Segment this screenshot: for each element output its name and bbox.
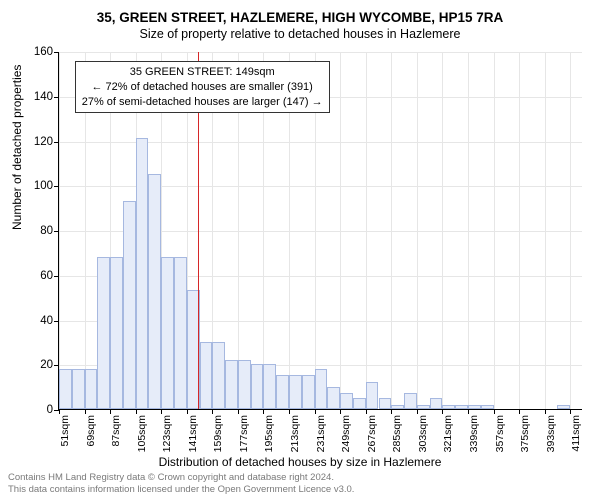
histogram-bar xyxy=(161,257,174,409)
histogram-bar xyxy=(85,369,98,409)
x-tick-label: 195sqm xyxy=(263,415,275,452)
y-tick-label: 0 xyxy=(29,404,59,416)
y-tick-label: 160 xyxy=(29,46,59,58)
histogram-bar xyxy=(557,405,570,409)
y-axis-label: Number of detached properties xyxy=(10,65,24,230)
x-tick-label: 87sqm xyxy=(110,415,122,447)
y-tick-label: 140 xyxy=(29,91,59,103)
copyright-notice: Contains HM Land Registry data © Crown c… xyxy=(8,472,354,496)
chart-subtitle: Size of property relative to detached ho… xyxy=(0,27,600,41)
annotation-box: 35 GREEN STREET: 149sqm← 72% of detached… xyxy=(75,61,330,114)
histogram-bar xyxy=(404,393,417,409)
y-tick-label: 40 xyxy=(29,315,59,327)
histogram-bar xyxy=(136,138,149,409)
x-tick-label: 285sqm xyxy=(391,415,403,452)
histogram-bar xyxy=(289,375,302,409)
x-tick-label: 123sqm xyxy=(161,415,173,452)
histogram-bar xyxy=(97,257,110,409)
x-tick-label: 393sqm xyxy=(545,415,557,452)
histogram-bar xyxy=(238,360,251,409)
x-tick-label: 249sqm xyxy=(340,415,352,452)
histogram-bar xyxy=(366,382,379,409)
x-axis-label: Distribution of detached houses by size … xyxy=(0,455,600,469)
plot-area: 02040608010012014016051sqm69sqm87sqm105s… xyxy=(58,52,582,410)
histogram-bar xyxy=(340,393,353,409)
annotation-line3: 27% of semi-detached houses are larger (… xyxy=(82,95,323,110)
histogram-bar xyxy=(315,369,328,409)
histogram-bar xyxy=(251,364,264,409)
histogram-bar xyxy=(391,405,404,409)
chart-area: 02040608010012014016051sqm69sqm87sqm105s… xyxy=(58,52,582,410)
histogram-bar xyxy=(442,405,455,409)
histogram-bar xyxy=(148,174,161,409)
histogram-bar xyxy=(430,398,443,409)
histogram-bar xyxy=(212,342,225,409)
histogram-bar xyxy=(123,201,136,409)
histogram-bar xyxy=(276,375,289,409)
y-tick-label: 80 xyxy=(29,225,59,237)
histogram-bar xyxy=(59,369,72,409)
y-tick-label: 120 xyxy=(29,136,59,148)
histogram-bar xyxy=(225,360,238,409)
x-tick-label: 213sqm xyxy=(289,415,301,452)
histogram-bar xyxy=(481,405,494,409)
x-tick-label: 411sqm xyxy=(570,415,582,452)
x-tick-label: 357sqm xyxy=(494,415,506,452)
histogram-bar xyxy=(72,369,85,409)
x-tick-label: 105sqm xyxy=(136,415,148,452)
copyright-line2: This data contains information licensed … xyxy=(8,484,354,495)
histogram-bar xyxy=(417,405,430,409)
annotation-line2: ← 72% of detached houses are smaller (39… xyxy=(82,80,323,95)
histogram-bar xyxy=(302,375,315,409)
histogram-bar xyxy=(353,398,366,409)
x-tick-label: 159sqm xyxy=(212,415,224,452)
x-tick-label: 177sqm xyxy=(238,415,250,452)
histogram-bar xyxy=(174,257,187,409)
y-tick-label: 60 xyxy=(29,270,59,282)
histogram-bar xyxy=(110,257,123,409)
x-tick-label: 375sqm xyxy=(519,415,531,452)
x-tick-label: 231sqm xyxy=(315,415,327,452)
x-tick-label: 51sqm xyxy=(59,415,71,447)
x-tick-label: 339sqm xyxy=(468,415,480,452)
histogram-bar xyxy=(327,387,340,409)
x-tick-label: 141sqm xyxy=(187,415,199,452)
x-tick-label: 303sqm xyxy=(417,415,429,452)
histogram-bar xyxy=(468,405,481,409)
y-tick-label: 20 xyxy=(29,359,59,371)
copyright-line1: Contains HM Land Registry data © Crown c… xyxy=(8,472,334,483)
x-tick-label: 69sqm xyxy=(85,415,97,447)
histogram-bar xyxy=(200,342,213,409)
histogram-bar xyxy=(263,364,276,409)
histogram-bar xyxy=(379,398,392,409)
x-tick-label: 267sqm xyxy=(366,415,378,452)
x-tick-label: 321sqm xyxy=(442,415,454,452)
histogram-bar xyxy=(455,405,468,409)
chart-title: 35, GREEN STREET, HAZLEMERE, HIGH WYCOMB… xyxy=(0,10,600,25)
annotation-line1: 35 GREEN STREET: 149sqm xyxy=(82,65,323,80)
y-tick-label: 100 xyxy=(29,180,59,192)
